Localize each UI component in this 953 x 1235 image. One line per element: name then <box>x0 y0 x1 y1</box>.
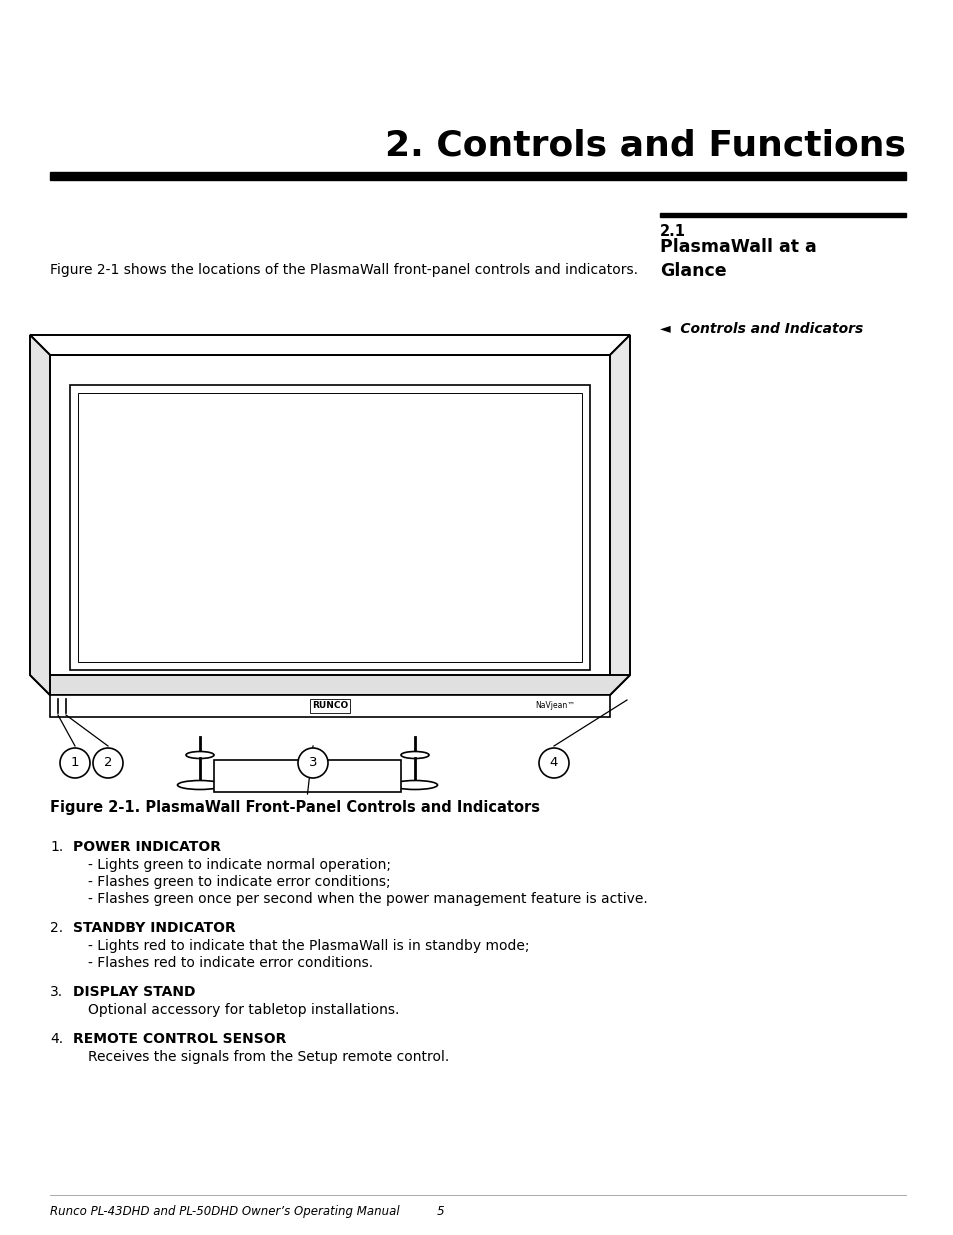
Text: POWER INDICATOR: POWER INDICATOR <box>73 840 221 853</box>
Polygon shape <box>30 335 50 695</box>
Text: 2.: 2. <box>50 921 63 935</box>
Bar <box>659 212 905 217</box>
Circle shape <box>297 748 328 778</box>
Polygon shape <box>30 676 629 695</box>
Circle shape <box>92 748 123 778</box>
Bar <box>78 393 581 662</box>
Text: - Flashes green to indicate error conditions;: - Flashes green to indicate error condit… <box>88 876 390 889</box>
Text: 2.1: 2.1 <box>659 224 685 240</box>
Text: REMOTE CONTROL SENSOR: REMOTE CONTROL SENSOR <box>73 1032 286 1046</box>
Text: STANDBY INDICATOR: STANDBY INDICATOR <box>73 921 235 935</box>
Bar <box>70 385 589 671</box>
Ellipse shape <box>177 781 222 789</box>
Text: Figure 2-1 shows the locations of the PlasmaWall front-panel controls and indica: Figure 2-1 shows the locations of the Pl… <box>50 263 638 277</box>
Text: 2: 2 <box>104 757 112 769</box>
Text: 4.: 4. <box>50 1032 63 1046</box>
Ellipse shape <box>392 781 437 789</box>
Text: - Flashes green once per second when the power management feature is active.: - Flashes green once per second when the… <box>88 892 647 906</box>
Bar <box>50 172 905 180</box>
Ellipse shape <box>400 752 429 758</box>
Text: Optional accessory for tabletop installations.: Optional accessory for tabletop installa… <box>88 1003 399 1016</box>
Text: ◄  Controls and Indicators: ◄ Controls and Indicators <box>659 322 862 336</box>
Text: Runco PL-43DHD and PL-50DHD Owner’s Operating Manual          5: Runco PL-43DHD and PL-50DHD Owner’s Oper… <box>50 1205 444 1218</box>
Text: 2. Controls and Functions: 2. Controls and Functions <box>385 128 905 163</box>
Text: RUNCO: RUNCO <box>312 701 348 710</box>
Text: PlasmaWall at a
Glance: PlasmaWall at a Glance <box>659 238 816 279</box>
Text: NaVjean™: NaVjean™ <box>535 701 575 710</box>
Text: DISPLAY STAND: DISPLAY STAND <box>73 986 195 999</box>
Text: 1.: 1. <box>50 840 63 853</box>
Text: - Lights green to indicate normal operation;: - Lights green to indicate normal operat… <box>88 858 391 872</box>
Circle shape <box>538 748 568 778</box>
Polygon shape <box>30 335 629 354</box>
Text: Figure 2-1. PlasmaWall Front-Panel Controls and Indicators: Figure 2-1. PlasmaWall Front-Panel Contr… <box>50 800 539 815</box>
Bar <box>213 760 400 792</box>
Circle shape <box>60 748 90 778</box>
Text: 3: 3 <box>309 757 317 769</box>
Text: 1: 1 <box>71 757 79 769</box>
Bar <box>50 354 609 695</box>
Text: 3.: 3. <box>50 986 63 999</box>
Ellipse shape <box>186 752 213 758</box>
Polygon shape <box>609 335 629 695</box>
Text: - Lights red to indicate that the PlasmaWall is in standby mode;: - Lights red to indicate that the Plasma… <box>88 939 529 953</box>
Bar <box>50 695 609 718</box>
Text: Receives the signals from the Setup remote control.: Receives the signals from the Setup remo… <box>88 1050 449 1065</box>
Text: - Flashes red to indicate error conditions.: - Flashes red to indicate error conditio… <box>88 956 373 969</box>
Text: 4: 4 <box>549 757 558 769</box>
